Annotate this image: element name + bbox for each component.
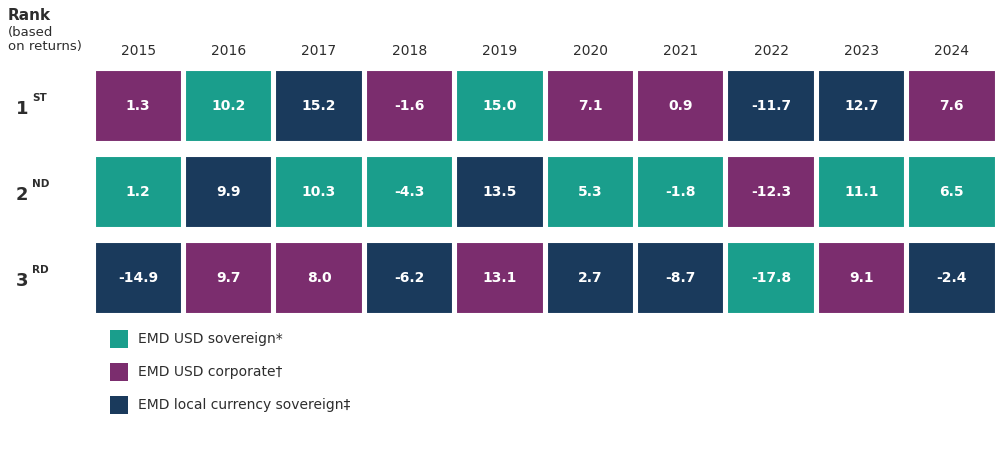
Bar [456, 70, 544, 142]
Text: 8.0: 8.0 [306, 271, 331, 285]
Text: EMD local currency sovereign‡: EMD local currency sovereign‡ [138, 398, 350, 412]
Text: 7.6: 7.6 [940, 99, 964, 113]
Text: EMD USD corporate†: EMD USD corporate† [138, 365, 282, 379]
Text: 10.2: 10.2 [211, 99, 246, 113]
Text: -2.4: -2.4 [937, 271, 967, 285]
Bar [456, 242, 544, 314]
Bar [818, 156, 905, 228]
Text: 13.1: 13.1 [482, 271, 517, 285]
Text: -11.7: -11.7 [751, 99, 791, 113]
Text: 1.3: 1.3 [126, 99, 150, 113]
Text: 2.7: 2.7 [578, 271, 603, 285]
Text: 9.9: 9.9 [216, 185, 241, 199]
Bar [185, 242, 272, 314]
Bar [110, 330, 128, 348]
Bar [637, 156, 725, 228]
Bar [275, 156, 362, 228]
Text: 2020: 2020 [573, 44, 608, 58]
Bar [365, 242, 453, 314]
Text: 13.5: 13.5 [482, 185, 517, 199]
Text: 9.1: 9.1 [849, 271, 874, 285]
Bar [908, 70, 996, 142]
Bar [110, 396, 128, 414]
Text: 2018: 2018 [391, 44, 427, 58]
Bar [728, 156, 815, 228]
Bar [185, 156, 272, 228]
Bar [908, 242, 996, 314]
Text: 1: 1 [16, 100, 28, 118]
Text: -1.6: -1.6 [394, 99, 424, 113]
Text: 12.7: 12.7 [844, 99, 879, 113]
Bar [275, 242, 362, 314]
Bar [94, 70, 182, 142]
Bar [456, 156, 544, 228]
Bar [728, 242, 815, 314]
Text: Rank: Rank [8, 8, 51, 23]
Text: 2017: 2017 [301, 44, 336, 58]
Text: 2021: 2021 [663, 44, 698, 58]
Bar [547, 156, 634, 228]
Bar [818, 70, 905, 142]
Text: on returns): on returns) [8, 40, 82, 53]
Text: 2015: 2015 [121, 44, 156, 58]
Text: 2: 2 [16, 186, 28, 204]
Text: 5.3: 5.3 [578, 185, 603, 199]
Text: -6.2: -6.2 [394, 271, 424, 285]
Text: 2022: 2022 [754, 44, 789, 58]
Bar [94, 242, 182, 314]
Bar [365, 70, 453, 142]
Bar [275, 70, 362, 142]
Bar [547, 70, 634, 142]
Text: 2019: 2019 [482, 44, 518, 58]
Bar [185, 70, 272, 142]
Bar [818, 242, 905, 314]
Text: -17.8: -17.8 [751, 271, 791, 285]
Text: ST: ST [32, 93, 47, 103]
Text: 6.5: 6.5 [940, 185, 964, 199]
Text: 2024: 2024 [934, 44, 969, 58]
Text: 15.2: 15.2 [301, 99, 336, 113]
Text: 11.1: 11.1 [844, 185, 879, 199]
Bar [547, 242, 634, 314]
Text: -12.3: -12.3 [751, 185, 791, 199]
Bar [908, 156, 996, 228]
Bar [110, 363, 128, 381]
Text: 0.9: 0.9 [669, 99, 693, 113]
Text: 3: 3 [16, 272, 28, 290]
Text: 2023: 2023 [844, 44, 879, 58]
Bar [365, 156, 453, 228]
Bar [637, 70, 725, 142]
Text: 1.2: 1.2 [126, 185, 150, 199]
Text: RD: RD [32, 265, 49, 275]
Bar [728, 70, 815, 142]
Text: -14.9: -14.9 [118, 271, 158, 285]
Text: 15.0: 15.0 [482, 99, 517, 113]
Bar [94, 156, 182, 228]
Text: -4.3: -4.3 [394, 185, 424, 199]
Text: 2016: 2016 [211, 44, 246, 58]
Text: ND: ND [32, 179, 49, 189]
Text: -8.7: -8.7 [666, 271, 696, 285]
Text: -1.8: -1.8 [666, 185, 696, 199]
Text: 7.1: 7.1 [578, 99, 603, 113]
Text: EMD USD sovereign*: EMD USD sovereign* [138, 332, 282, 346]
Text: 10.3: 10.3 [302, 185, 336, 199]
Text: 9.7: 9.7 [216, 271, 241, 285]
Bar [637, 242, 725, 314]
Text: (based: (based [8, 26, 53, 39]
